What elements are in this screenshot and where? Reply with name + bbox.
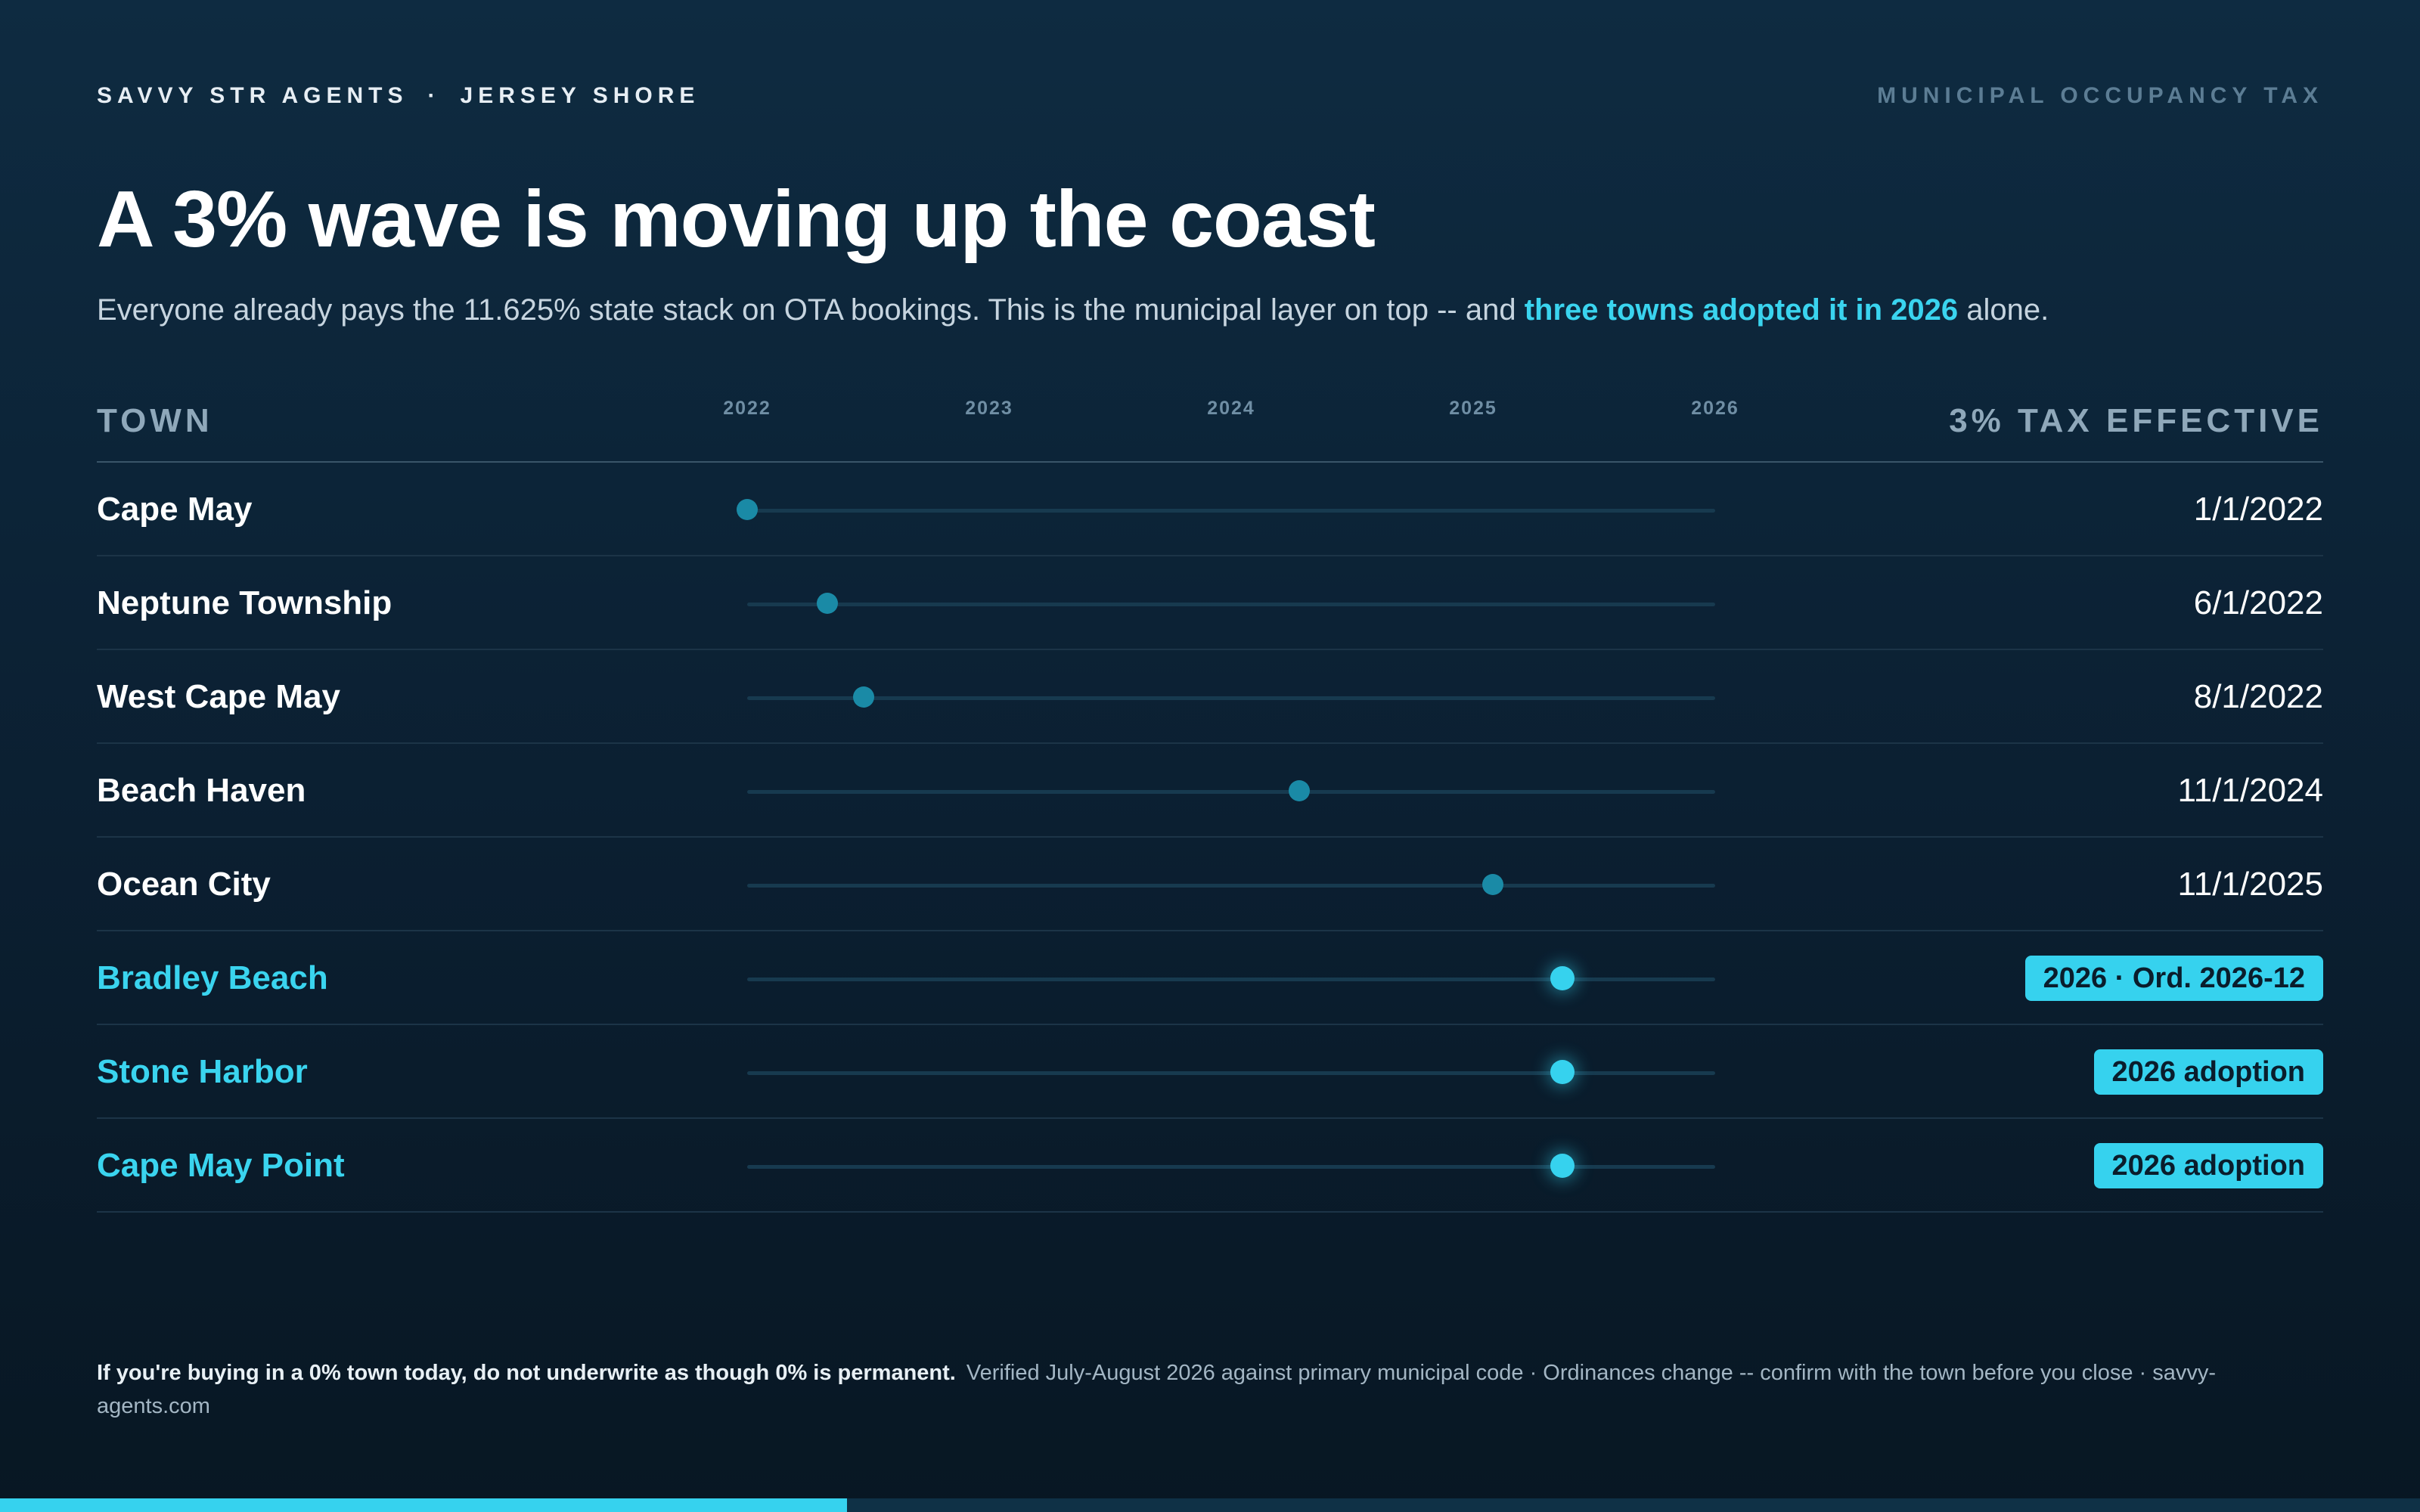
- timeline-track: [747, 1071, 1715, 1075]
- footer-warning: If you're buying in a 0% town today, do …: [97, 1361, 956, 1385]
- table-row: Beach Haven 11/1/2024: [0, 744, 2420, 838]
- effective-date: 6/1/2022: [2193, 584, 2323, 621]
- timeline-track: [747, 884, 1715, 888]
- row-divider: [97, 1117, 2323, 1119]
- subtitle-text: Everyone already pays the 11.625% state …: [97, 293, 1516, 327]
- page-title: A 3% wave is moving up the coast: [97, 175, 1376, 264]
- adoption-badge: 2026 adoption: [2093, 1049, 2323, 1095]
- timeline-dot: [1481, 874, 1503, 895]
- town-name: Beach Haven: [97, 772, 306, 809]
- timeline-dot: [737, 499, 758, 520]
- table-row: Cape May Point 2026 adoption: [0, 1119, 2420, 1213]
- timeline-track: [747, 603, 1715, 606]
- progress-fill: [0, 1498, 847, 1512]
- year-tick-label: 2023: [965, 398, 1013, 419]
- year-tick-label: 2022: [723, 398, 771, 419]
- effective-date: 11/1/2025: [2177, 866, 2323, 903]
- table-row: Bradley Beach 2026 · Ord. 2026-12: [0, 931, 2420, 1025]
- header-rule: [97, 461, 2323, 463]
- timeline-track: [747, 978, 1715, 981]
- row-divider: [97, 1211, 2323, 1213]
- effective-date: 8/1/2022: [2193, 678, 2323, 715]
- footer-source: Verified July-August 2026 against primar…: [97, 1361, 2217, 1418]
- year-tick-label: 2024: [1207, 398, 1255, 419]
- adoption-badge: 2026 · Ord. 2026-12: [2024, 956, 2323, 1001]
- table-row: Stone Harbor 2026 adoption: [0, 1025, 2420, 1119]
- footer-note: If you're buying in a 0% town today, do …: [97, 1356, 2275, 1423]
- year-tick-label: 2026: [1691, 398, 1739, 419]
- progress-bar: [0, 1498, 2420, 1512]
- row-divider: [97, 930, 2323, 931]
- row-divider: [97, 555, 2323, 556]
- town-name: Cape May Point: [97, 1147, 345, 1184]
- timeline-track: [747, 790, 1715, 794]
- year-tick-label: 2025: [1449, 398, 1497, 419]
- year-axis: 2022 2023 2024 2025 2026: [0, 398, 2420, 428]
- section-label: MUNICIPAL OCCUPANCY TAX: [1877, 83, 2323, 108]
- timeline-dot: [1550, 1060, 1575, 1084]
- row-divider: [97, 649, 2323, 650]
- timeline-dot: [852, 686, 874, 708]
- timeline-dot: [1550, 1154, 1575, 1178]
- town-name: West Cape May: [97, 678, 340, 715]
- brand-separator: ·: [427, 83, 441, 108]
- table-row: Ocean City 11/1/2025: [0, 838, 2420, 931]
- timeline-track: [747, 696, 1715, 700]
- row-divider: [97, 836, 2323, 838]
- table-row: Neptune Township 6/1/2022: [0, 556, 2420, 650]
- town-name: Stone Harbor: [97, 1053, 308, 1090]
- timeline-dot: [1288, 780, 1310, 801]
- region-name: JERSEY SHORE: [460, 83, 700, 108]
- brand-name: SAVVY STR AGENTS: [97, 83, 408, 108]
- column-header-town: TOWN: [97, 402, 213, 439]
- town-name: Bradley Beach: [97, 959, 328, 996]
- timeline-dot: [816, 593, 838, 614]
- timeline-track: [747, 1165, 1715, 1169]
- effective-date: 1/1/2022: [2193, 491, 2323, 528]
- adoption-badge: 2026 adoption: [2093, 1143, 2323, 1188]
- subtitle: Everyone already pays the 11.625% state …: [97, 293, 2049, 327]
- timeline-dot: [1550, 966, 1575, 990]
- timeline-track: [747, 509, 1715, 513]
- town-name: Ocean City: [97, 866, 271, 903]
- column-header-effective: 3% TAX EFFECTIVE: [1949, 402, 2323, 439]
- row-divider: [97, 1024, 2323, 1025]
- table-row: West Cape May 8/1/2022: [0, 650, 2420, 744]
- subtitle-end: alone.: [1966, 293, 2049, 327]
- town-name: Cape May: [97, 491, 253, 528]
- subtitle-highlight: three towns adopted it in 2026: [1524, 293, 1959, 327]
- row-divider: [97, 742, 2323, 744]
- brand-line: SAVVY STR AGENTS · JERSEY SHORE: [97, 83, 700, 109]
- effective-date: 11/1/2024: [2177, 772, 2323, 809]
- town-name: Neptune Township: [97, 584, 392, 621]
- table-row: Cape May 1/1/2022: [0, 463, 2420, 556]
